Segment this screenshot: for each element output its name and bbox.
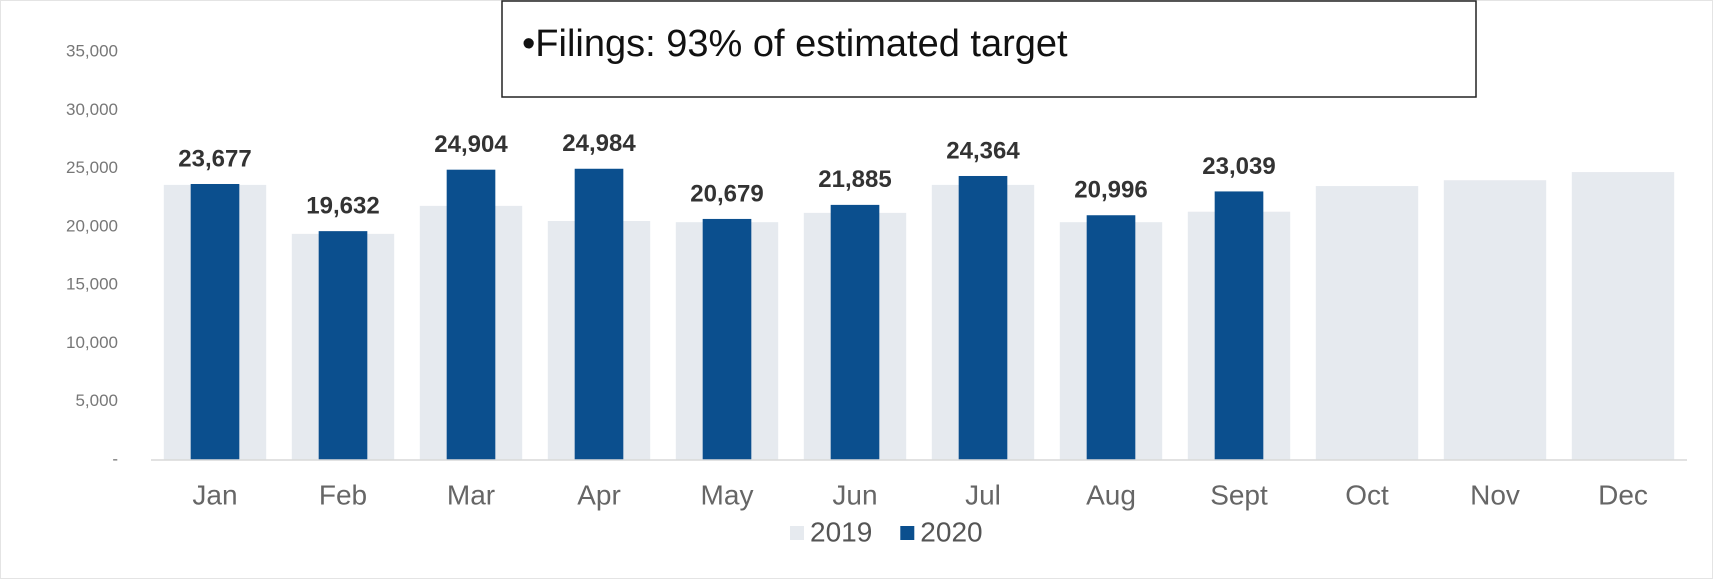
y-tick-label: 35,000 bbox=[66, 41, 118, 60]
data-label: 23,677 bbox=[178, 145, 251, 172]
x-tick-label: Aug bbox=[1086, 479, 1136, 510]
bar bbox=[574, 168, 624, 461]
data-label: 24,984 bbox=[562, 130, 636, 157]
legend-label: 2020 bbox=[920, 516, 982, 547]
bar bbox=[1086, 215, 1136, 460]
y-tick-label: 15,000 bbox=[66, 275, 118, 294]
data-label: 20,996 bbox=[1074, 177, 1147, 204]
bar bbox=[446, 169, 496, 460]
annotation-box bbox=[501, 0, 1477, 98]
bar bbox=[1315, 186, 1419, 461]
x-tick-label: Mar bbox=[447, 479, 495, 510]
x-tick-label: Jun bbox=[832, 479, 877, 510]
bar bbox=[958, 175, 1008, 461]
bar bbox=[1214, 191, 1264, 460]
y-tick-label: 20,000 bbox=[66, 216, 118, 235]
bar bbox=[1443, 180, 1547, 460]
data-label: 21,885 bbox=[818, 166, 891, 193]
x-tick-label: Nov bbox=[1470, 479, 1520, 510]
x-tick-label: Sept bbox=[1210, 479, 1268, 510]
x-tick-label: Jan bbox=[192, 479, 237, 510]
data-label: 20,679 bbox=[690, 180, 763, 207]
y-tick-label: 10,000 bbox=[66, 333, 118, 352]
data-label: 24,364 bbox=[946, 137, 1020, 164]
y-tick-label: - bbox=[112, 449, 118, 468]
legend-label: 2019 bbox=[810, 516, 872, 547]
x-tick-label: May bbox=[701, 479, 754, 510]
data-label: 19,632 bbox=[306, 192, 379, 219]
y-tick-label: 5,000 bbox=[75, 391, 118, 410]
x-tick-label: Jul bbox=[965, 479, 1001, 510]
x-tick-label: Feb bbox=[319, 479, 367, 510]
bar bbox=[830, 204, 880, 460]
bar bbox=[1571, 172, 1675, 460]
bar bbox=[318, 231, 368, 460]
legend-swatch bbox=[790, 526, 804, 540]
x-tick-label: Oct bbox=[1345, 479, 1389, 510]
legend-swatch bbox=[900, 526, 915, 540]
data-label: 23,039 bbox=[1202, 153, 1275, 180]
bar bbox=[702, 218, 752, 460]
y-tick-label: 30,000 bbox=[66, 100, 118, 119]
x-tick-label: Dec bbox=[1598, 479, 1648, 510]
bar bbox=[190, 183, 240, 460]
y-tick-label: 25,000 bbox=[66, 158, 118, 177]
x-tick-label: Apr bbox=[577, 479, 621, 510]
annotation: •Filings: 93% of estimated target bbox=[522, 23, 1068, 65]
data-label: 24,904 bbox=[434, 131, 508, 158]
